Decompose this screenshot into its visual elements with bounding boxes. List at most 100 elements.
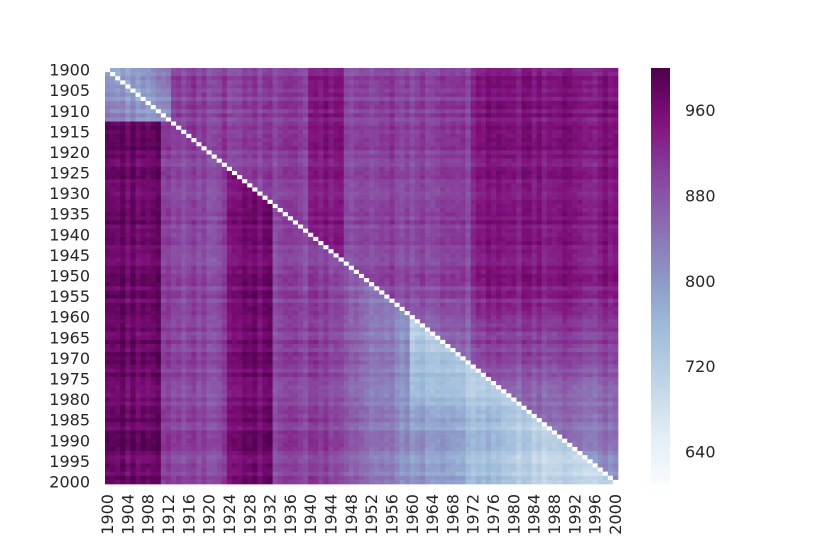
heatmap-cell <box>541 166 548 172</box>
heatmap-cell <box>435 179 441 184</box>
heatmap-cell <box>216 92 223 98</box>
heatmap-cell <box>252 68 258 73</box>
heatmap-cell <box>562 117 568 122</box>
heatmap-cell <box>557 84 563 89</box>
heatmap-cell <box>196 249 202 254</box>
heatmap-cell <box>572 68 578 73</box>
heatmap-cell <box>343 179 350 184</box>
heatmap-cell <box>272 249 279 254</box>
heatmap-cell <box>191 261 197 267</box>
heatmap-cell <box>125 113 131 118</box>
heatmap-cell <box>252 220 258 225</box>
heatmap-cell <box>252 212 258 217</box>
heatmap-cell <box>597 170 604 176</box>
heatmap-cell <box>435 105 441 110</box>
heatmap-cell <box>308 142 314 147</box>
heatmap-cell <box>414 109 421 114</box>
heatmap-cell <box>186 253 192 258</box>
heatmap-cell <box>440 154 446 159</box>
heatmap-cell <box>277 68 284 73</box>
heatmap-cell <box>582 92 588 98</box>
heatmap-cell <box>145 220 152 225</box>
heatmap-cell <box>450 125 456 131</box>
heatmap-cell <box>257 96 263 102</box>
heatmap-cell <box>496 228 502 234</box>
heatmap-cell <box>201 142 207 147</box>
heatmap-cell <box>318 150 324 155</box>
heatmap-cell <box>384 146 390 151</box>
heatmap-cell <box>358 179 365 184</box>
heatmap-cell <box>384 92 390 98</box>
heatmap-cell <box>196 224 202 229</box>
heatmap-cell <box>318 224 324 229</box>
heatmap-cell <box>318 138 324 143</box>
heatmap-cell <box>145 121 152 127</box>
heatmap-cell <box>282 191 289 197</box>
heatmap-cell <box>506 162 512 168</box>
heatmap-cell <box>582 216 588 221</box>
heatmap-cell <box>257 208 263 213</box>
heatmap-cell <box>404 138 411 143</box>
heatmap-cell <box>333 170 339 176</box>
heatmap-cell <box>496 76 502 81</box>
heatmap-cell <box>313 208 319 213</box>
heatmap-cell <box>496 80 502 85</box>
heatmap-cell <box>602 170 609 176</box>
heatmap-cell <box>424 236 431 242</box>
heatmap-cell <box>562 208 568 213</box>
heatmap-cell <box>237 80 243 85</box>
heatmap-cell <box>287 261 294 267</box>
heatmap-cell <box>181 133 187 139</box>
heatmap-cell <box>186 240 192 246</box>
heatmap-cell <box>181 240 187 246</box>
heatmap-cell <box>450 170 456 176</box>
heatmap-cell <box>216 162 223 168</box>
heatmap-cell <box>353 92 360 98</box>
heatmap-cell <box>298 265 304 271</box>
heatmap-cell <box>491 224 497 229</box>
heatmap-cell <box>419 253 426 258</box>
heatmap-cell <box>323 249 329 254</box>
heatmap-cell <box>551 253 558 258</box>
heatmap-cell <box>216 220 223 225</box>
heatmap-cell <box>435 212 441 217</box>
heatmap-cell <box>333 240 339 246</box>
heatmap-cell <box>348 109 355 114</box>
heatmap-cell <box>206 92 213 98</box>
heatmap-cell <box>247 129 253 135</box>
heatmap-cell <box>140 175 146 180</box>
heatmap-cell <box>292 232 299 238</box>
heatmap-cell <box>582 253 588 258</box>
heatmap-cell <box>272 109 279 114</box>
heatmap-cell <box>440 72 446 77</box>
heatmap-cell <box>237 203 243 209</box>
heatmap-cell <box>318 261 324 267</box>
heatmap-cell <box>298 72 304 77</box>
heatmap-cell <box>551 236 558 242</box>
heatmap-cell <box>348 72 355 77</box>
heatmap-cell <box>460 113 466 118</box>
heatmap-cell <box>562 68 568 73</box>
heatmap-cell <box>110 249 116 254</box>
heatmap-cell <box>120 88 126 94</box>
heatmap-cell <box>206 96 213 102</box>
heatmap-cell <box>612 125 619 131</box>
heatmap-cell <box>491 142 497 147</box>
heatmap-cell <box>267 199 273 205</box>
heatmap-cell <box>120 125 126 131</box>
heatmap-cell <box>216 232 223 238</box>
heatmap-cell <box>567 236 573 242</box>
heatmap-cell <box>171 269 177 275</box>
heatmap-cell <box>323 80 329 85</box>
heatmap-cell <box>480 158 487 164</box>
heatmap-cell <box>328 154 334 159</box>
heatmap-cell <box>551 166 558 172</box>
heatmap-cell <box>607 175 614 180</box>
heatmap-cell <box>125 158 131 164</box>
heatmap-cell <box>419 96 426 102</box>
heatmap-cell <box>338 203 345 209</box>
heatmap-cell <box>572 109 578 114</box>
heatmap-cell <box>470 138 477 143</box>
heatmap-cell <box>216 187 223 192</box>
heatmap-cell <box>440 208 446 213</box>
